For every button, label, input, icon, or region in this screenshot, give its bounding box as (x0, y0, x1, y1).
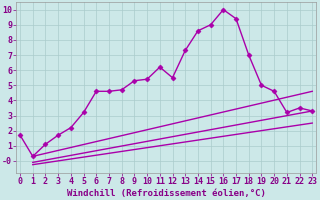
X-axis label: Windchill (Refroidissement éolien,°C): Windchill (Refroidissement éolien,°C) (67, 189, 266, 198)
